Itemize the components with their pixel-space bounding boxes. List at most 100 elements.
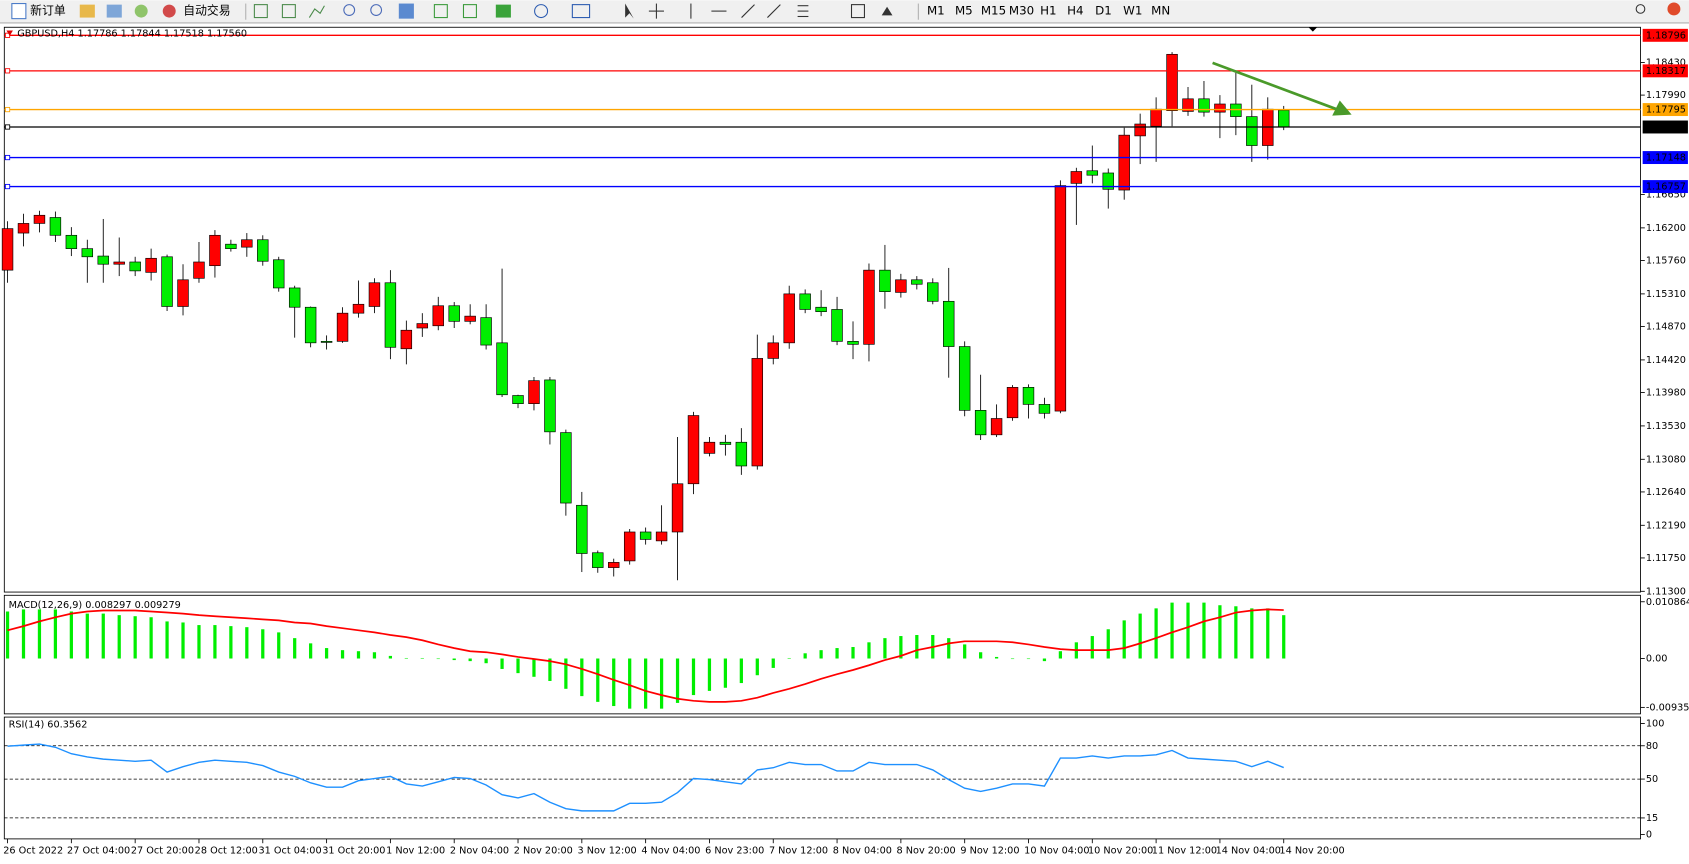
- toolbar-icon[interactable]: [495, 4, 511, 18]
- macd-histogram-bar: [1186, 602, 1190, 659]
- macd-histogram-bar: [707, 658, 712, 691]
- timeframe-button[interactable]: W1: [1123, 4, 1142, 18]
- candle-body: [1038, 404, 1051, 414]
- zoom-in-icon[interactable]: [343, 4, 356, 16]
- toolbar-icon[interactable]: [571, 4, 591, 19]
- toolbar-icon[interactable]: [462, 4, 477, 19]
- candle-body: [1006, 387, 1019, 419]
- candle-body: [560, 432, 572, 504]
- zoom-out-icon[interactable]: [370, 4, 383, 16]
- y-tick-label: 50: [1646, 774, 1658, 785]
- macd-histogram-bar: [101, 613, 105, 659]
- macd-histogram-bar: [340, 650, 345, 659]
- macd-histogram-bar: [739, 658, 743, 684]
- auto-trading-button[interactable]: 自动交易: [183, 4, 230, 18]
- toolbar-icon[interactable]: [308, 5, 325, 18]
- timeframe-button[interactable]: H1: [1040, 4, 1056, 18]
- channel-tool[interactable]: [767, 4, 781, 18]
- macd-histogram-bar: [1106, 629, 1110, 659]
- price-level-box: [1642, 151, 1688, 165]
- candle-body: [304, 306, 317, 344]
- timeframe-button[interactable]: M30: [1009, 4, 1034, 18]
- new-order-icon[interactable]: [11, 3, 27, 20]
- macd-histogram-bar: [149, 617, 153, 659]
- timeframe-button[interactable]: H4: [1067, 4, 1083, 18]
- timeframe-button[interactable]: M15: [981, 4, 1006, 18]
- timeframe-button[interactable]: MN: [1151, 4, 1170, 18]
- trendline-tool[interactable]: [741, 4, 755, 18]
- x-tick-label: 10 Nov 04:00: [1024, 846, 1089, 857]
- text-label-tool[interactable]: [850, 4, 865, 19]
- candle-body: [544, 379, 556, 433]
- toolbar-icon[interactable]: [253, 4, 268, 19]
- macd-histogram-bar: [245, 627, 249, 659]
- symbol-icon: [6, 30, 13, 36]
- y-tick-label: 0.00: [1646, 654, 1668, 665]
- chart-shift-marker[interactable]: [1308, 27, 1318, 32]
- timeframe-button[interactable]: M1: [927, 4, 945, 18]
- pane-title: MACD(12,26,9) 0.008297 0.009279: [9, 600, 181, 611]
- y-tick-label: 1.15310: [1646, 289, 1686, 300]
- y-tick-label: 1.15760: [1646, 256, 1686, 267]
- toolbar-icon[interactable]: [134, 4, 148, 18]
- x-tick-label: 27 Oct 04:00: [67, 846, 130, 857]
- price-level-handle: [4, 68, 11, 74]
- macd-histogram-bar: [324, 648, 329, 659]
- toolbar-icon[interactable]: [79, 4, 95, 18]
- macd-histogram-bar: [659, 658, 664, 709]
- chart-panes: [3, 26, 1641, 840]
- macd-histogram-bar: [165, 621, 169, 659]
- y-tick-label: 15: [1646, 813, 1658, 824]
- y-tick-label: 1.13080: [1646, 454, 1686, 465]
- toolbar-icon[interactable]: [106, 4, 122, 18]
- arrows-tool[interactable]: [881, 6, 893, 16]
- search-button[interactable]: [1635, 4, 1646, 14]
- y-tick-label: 1.18430: [1646, 57, 1686, 68]
- macd-histogram-bar: [1026, 658, 1031, 660]
- macd-histogram-bar: [436, 658, 440, 660]
- timeframe-button[interactable]: D1: [1095, 4, 1112, 18]
- y-tick-label: 1.16650: [1646, 189, 1686, 200]
- price-level-box: [1642, 180, 1688, 194]
- price-level-label: 1.18796: [1646, 30, 1686, 41]
- candle-body: [639, 531, 652, 540]
- notification-badge[interactable]: [1667, 2, 1681, 16]
- x-tick-label: 28 Oct 12:00: [195, 846, 258, 857]
- macd-histogram-bar: [755, 658, 759, 676]
- cursor-tool[interactable]: [625, 3, 634, 19]
- macd-histogram-bar: [293, 638, 297, 659]
- macd-histogram-bar: [867, 642, 871, 659]
- price-level-box: [1642, 103, 1688, 117]
- macd-histogram-bar: [1138, 613, 1142, 659]
- macd-histogram-bar: [85, 613, 89, 659]
- macd-histogram-bar: [548, 658, 552, 681]
- toolbar-icon[interactable]: [433, 4, 448, 19]
- macd-histogram-bar: [5, 611, 10, 659]
- price-level-box: [1642, 64, 1688, 78]
- y-tick-label: -0.009358: [1646, 702, 1689, 713]
- candle-body: [352, 303, 365, 314]
- macd-histogram-bar: [1282, 615, 1286, 659]
- macd-histogram-bar: [1218, 605, 1222, 659]
- candle-body: [33, 214, 46, 224]
- x-tick-label: 8 Nov 04:00: [833, 846, 892, 857]
- macd-histogram-bar: [1202, 602, 1206, 659]
- macd-histogram-bar: [468, 658, 472, 662]
- candle-body: [576, 504, 588, 554]
- y-tick-label: 1.16200: [1646, 223, 1686, 234]
- macd-histogram-bar: [53, 609, 58, 659]
- macd-signal-line: [7, 608, 1284, 703]
- toolbar-icon[interactable]: [398, 3, 414, 19]
- candle-body: [927, 282, 939, 302]
- auto-trading-icon[interactable]: [162, 4, 176, 18]
- toolbar-icon[interactable]: [281, 4, 296, 19]
- candle-body: [257, 239, 269, 262]
- candle-body: [241, 239, 253, 248]
- new-order-button[interactable]: 新订单: [30, 4, 66, 18]
- candle-body: [1214, 103, 1226, 113]
- timeframe-button[interactable]: M5: [955, 4, 973, 18]
- candle-body: [1102, 172, 1114, 190]
- candle-body: [1070, 171, 1083, 184]
- toolbar-icon[interactable]: [534, 4, 549, 19]
